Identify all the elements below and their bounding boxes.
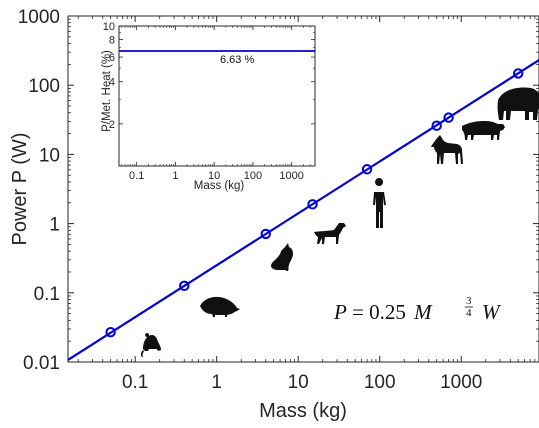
fit-line	[67, 59, 539, 361]
inset-plot-area	[118, 25, 316, 167]
inset-y-axis-label: P/Met. Heat (%)	[101, 50, 113, 132]
inset-y-tick-label: 2	[109, 119, 115, 131]
inset-y-tick-label: 10	[103, 21, 115, 33]
inset-x-tick-label: 10	[208, 170, 220, 182]
dog-icon	[314, 223, 346, 244]
data-point	[512, 68, 524, 79]
main-y-tick-label: 100	[28, 76, 60, 97]
data-point	[443, 112, 454, 123]
main-y-tick-label: 1000	[18, 7, 60, 28]
main-y-tick-label: 0.01	[23, 353, 60, 374]
human-icon	[373, 178, 386, 228]
main-x-tick-label: 1000	[440, 372, 482, 393]
inset-x-axis-label: Mass (kg)	[194, 180, 245, 192]
data-point	[179, 280, 190, 292]
main-y-tick-label: 10	[39, 145, 60, 166]
main-x-tick-label: 0.1	[122, 372, 148, 393]
inset-y-tick-label: 4	[109, 77, 115, 89]
cat-icon	[271, 243, 293, 271]
svg-text:P = 0.25 M: P = 0.25 M	[333, 300, 433, 324]
data-point	[361, 164, 373, 175]
data-point	[260, 228, 271, 240]
eq-var: M	[413, 300, 433, 324]
cow-icon	[462, 121, 505, 140]
inset-y-tick-label: 8	[109, 35, 115, 47]
inset-x-tick-label: 1	[172, 170, 178, 182]
equation-annotation: P = 0.25 M 3 4 W	[333, 295, 502, 324]
main-x-tick-label: 10	[288, 372, 309, 393]
inset-x-tick-label: 100	[244, 170, 262, 182]
data-point	[431, 120, 442, 131]
elephant-icon	[497, 87, 539, 120]
data-point	[307, 199, 318, 210]
main-x-axis-label: Mass (kg)	[259, 400, 347, 422]
main-x-tick-label: 100	[364, 372, 396, 393]
mouse-icon	[140, 333, 161, 357]
eq-exp-num: 3	[466, 295, 472, 307]
rat-icon	[200, 296, 240, 317]
eq-lhs: P	[333, 300, 347, 324]
data-point	[105, 326, 116, 338]
inset-x-tick-label: 0.1	[129, 170, 144, 182]
inset-y-tick-label: 6	[109, 52, 115, 64]
main-x-tick-label: 1	[211, 372, 222, 393]
eq-unit: W	[482, 300, 502, 324]
eq-exp-den: 4	[466, 307, 472, 319]
main-y-axis-label: Power P (W)	[9, 133, 31, 246]
main-y-tick-label: 1	[49, 215, 60, 236]
eq-coefficient: = 0.25	[347, 300, 411, 324]
inset-chart: 0.1 1 10 100 1000 2 4 6 8 10 6.63 % Mass (kg) P/M…	[101, 21, 316, 192]
inset-ratio-label: 6.63 %	[220, 54, 254, 66]
main-y-tick-label: 0.1	[34, 284, 60, 305]
inset-x-tick-label: 1000	[279, 170, 303, 182]
horse-icon	[431, 135, 463, 164]
